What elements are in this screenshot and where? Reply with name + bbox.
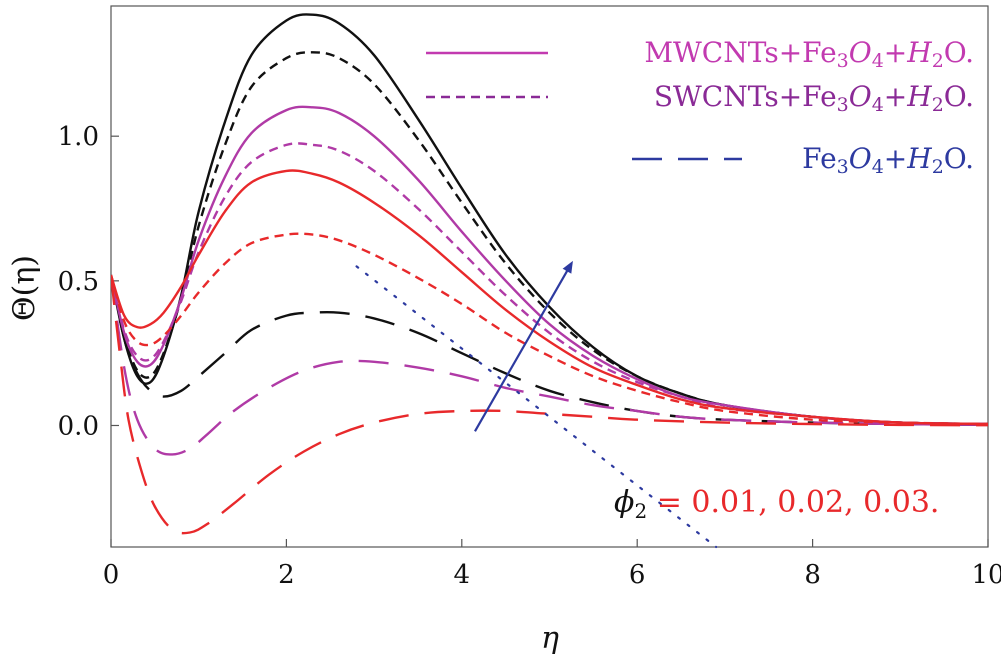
x-tick-label: 0 — [103, 560, 120, 590]
phi-subscript: 2 — [634, 499, 647, 523]
legend-label-3-part: + — [884, 142, 907, 175]
legend-label-1-part: 4 — [872, 50, 884, 72]
legend-label-2-part: O — [849, 80, 872, 113]
legend-label-1-part: 3 — [837, 50, 849, 72]
legend-label-3-part: O — [849, 142, 872, 175]
x-tick-label: 6 — [629, 560, 646, 590]
legend-label-3-part: 3 — [837, 156, 849, 178]
legend-label-2-part: 3 — [837, 94, 849, 116]
legend-label-3: Fe3O4+H2O. — [802, 142, 974, 178]
legend-label-2-part: 2 — [932, 94, 944, 116]
legend-label-3-part: 2 — [932, 156, 944, 178]
series-line-3 — [111, 274, 988, 427]
legend-label-2: SWCNTs+Fe3O4+H2O. — [654, 80, 974, 116]
legend-label-1-part: 2 — [932, 50, 944, 72]
legend-label-1: MWCNTs+Fe3O4+H2O. — [644, 36, 974, 72]
legend-label-3-part: O. — [944, 142, 974, 175]
y-tick-label: 0.5 — [58, 267, 99, 297]
y-tick-label: 0.0 — [58, 411, 99, 441]
phi-symbol: ϕ — [614, 485, 634, 520]
legend-label-1-part: MWCNTs+Fe — [644, 36, 836, 69]
series-line-5 — [111, 142, 988, 426]
legend-label-1-part: O. — [944, 36, 974, 69]
series-line-6 — [111, 274, 988, 456]
legend-label-1-part: O — [849, 36, 872, 69]
legend-label-3-part: Fe — [802, 142, 836, 175]
legend-label-2-part: H — [906, 80, 932, 113]
series-line-2 — [111, 51, 988, 426]
dotted-guide-line — [355, 265, 718, 549]
phi-values: = 0.01, 0.02, 0.03. — [647, 485, 939, 520]
x-tick-label: 2 — [278, 560, 295, 590]
legend-label-2-part: SWCNTs+Fe — [654, 80, 837, 113]
series-line-4 — [111, 105, 988, 426]
legend-label-2-part: + — [884, 80, 907, 113]
x-tick-label: 8 — [804, 560, 821, 590]
series-line-8 — [111, 232, 988, 426]
phi-annotation: ϕ2 = 0.01, 0.02, 0.03. — [614, 485, 939, 523]
increase-arrow — [474, 260, 573, 432]
series-line-1 — [111, 13, 988, 426]
y-axis-label: Θ(η) — [7, 255, 42, 321]
x-axis-label: η — [541, 621, 559, 656]
legend-label-1-part: H — [906, 36, 932, 69]
legend-label-3-part: H — [906, 142, 932, 175]
legend-label-2-part: 4 — [872, 94, 884, 116]
legend-label-2-part: O. — [944, 80, 974, 113]
series-line-7 — [111, 169, 988, 426]
x-tick-label: 4 — [454, 560, 471, 590]
legend-label-1-part: + — [884, 36, 907, 69]
series-line-9 — [111, 274, 988, 535]
y-tick-label: 1.0 — [58, 122, 99, 152]
legend-label-3-part: 4 — [872, 156, 884, 178]
x-tick-label: 10 — [971, 560, 1001, 590]
